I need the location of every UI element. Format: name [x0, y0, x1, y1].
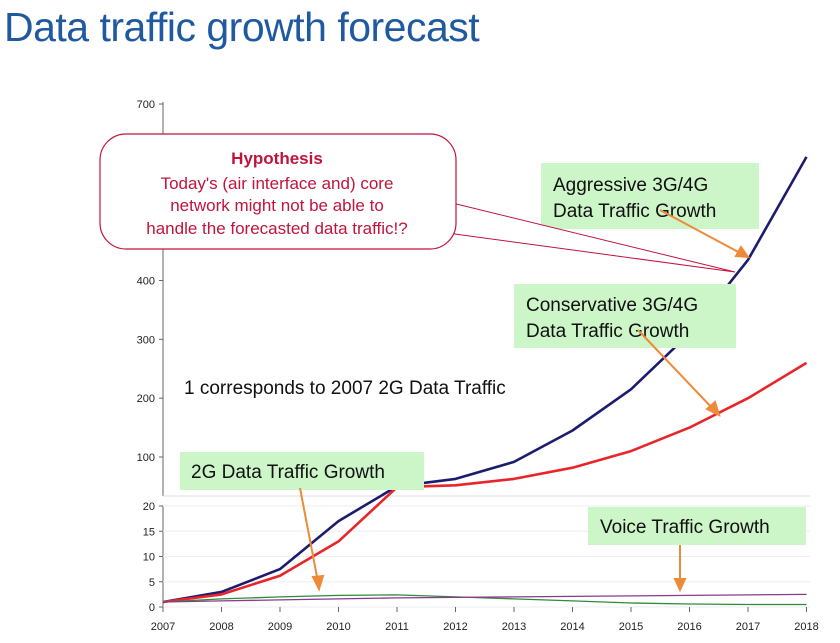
- conservative-label-box: [514, 284, 736, 348]
- x-tick-label: 2014: [560, 621, 584, 633]
- x-tick-label: 2013: [502, 621, 526, 633]
- series-line-voice: [162, 593, 807, 603]
- aggressive-label-line2: Data Traffic Growth: [553, 201, 716, 222]
- x-tick-label: 2017: [736, 621, 760, 633]
- twoG-label-box: [180, 452, 424, 490]
- series-line-twoG: [162, 594, 807, 606]
- hypothesis-callout-pointer: [439, 199, 736, 273]
- aggressive-label-box: [541, 163, 759, 229]
- x-tick-label: 2010: [326, 621, 350, 633]
- voice-arrowhead: [673, 578, 687, 593]
- hypothesis-line2: network might not be able to: [170, 196, 384, 215]
- x-tick-label: 2015: [619, 621, 643, 633]
- twoG-arrowhead: [311, 574, 325, 592]
- y-tick-label: 700: [137, 99, 155, 111]
- y-tick-label: 20: [143, 501, 155, 513]
- scale-note: 1 corresponds to 2007 2G Data Traffic: [184, 378, 506, 399]
- page-title: Data traffic growth forecast: [4, 4, 480, 50]
- x-tick-label: 2011: [385, 621, 409, 633]
- y-tick-label: 200: [137, 393, 155, 405]
- twoG-arrow: [299, 487, 319, 583]
- x-tick-label: 2007: [151, 621, 175, 633]
- hypothesis-title: Hypothesis: [231, 149, 323, 168]
- y-tick-label: 0: [149, 602, 155, 614]
- voice-label: Voice Traffic Growth: [600, 517, 770, 538]
- aggressive-label-line1: Aggressive 3G/4G: [553, 175, 708, 196]
- x-tick-label: 2012: [443, 621, 467, 633]
- y-tick-label: 400: [137, 276, 155, 288]
- conservative-arrow: [637, 329, 715, 411]
- series-line-conservative: [162, 361, 808, 604]
- twoG-label: 2G Data Traffic Growth: [191, 462, 385, 483]
- y-tick-label: 100: [137, 452, 155, 464]
- x-tick-label: 2009: [268, 621, 292, 633]
- hypothesis-line1: Today's (air interface and) core: [161, 174, 394, 193]
- conservative-arrowhead: [705, 400, 721, 417]
- voice-label-box: [588, 507, 806, 545]
- hypothesis-callout: [99, 133, 457, 250]
- x-tick-label: 2018: [794, 621, 818, 633]
- conservative-label-line2: Data Traffic Growth: [526, 321, 689, 342]
- aggressive-arrow: [659, 209, 743, 255]
- y-tick-label: 5: [149, 577, 155, 589]
- y-tick-label: 15: [143, 526, 155, 538]
- x-tick-label: 2008: [209, 621, 233, 633]
- y-tick-label: 10: [143, 552, 155, 564]
- y-tick-label: 300: [137, 334, 155, 346]
- aggressive-arrowhead: [734, 245, 751, 259]
- conservative-label-line1: Conservative 3G/4G: [526, 295, 698, 316]
- hypothesis-line3: handle the forecasted data traffic!?: [146, 219, 407, 238]
- x-tick-label: 2016: [677, 621, 701, 633]
